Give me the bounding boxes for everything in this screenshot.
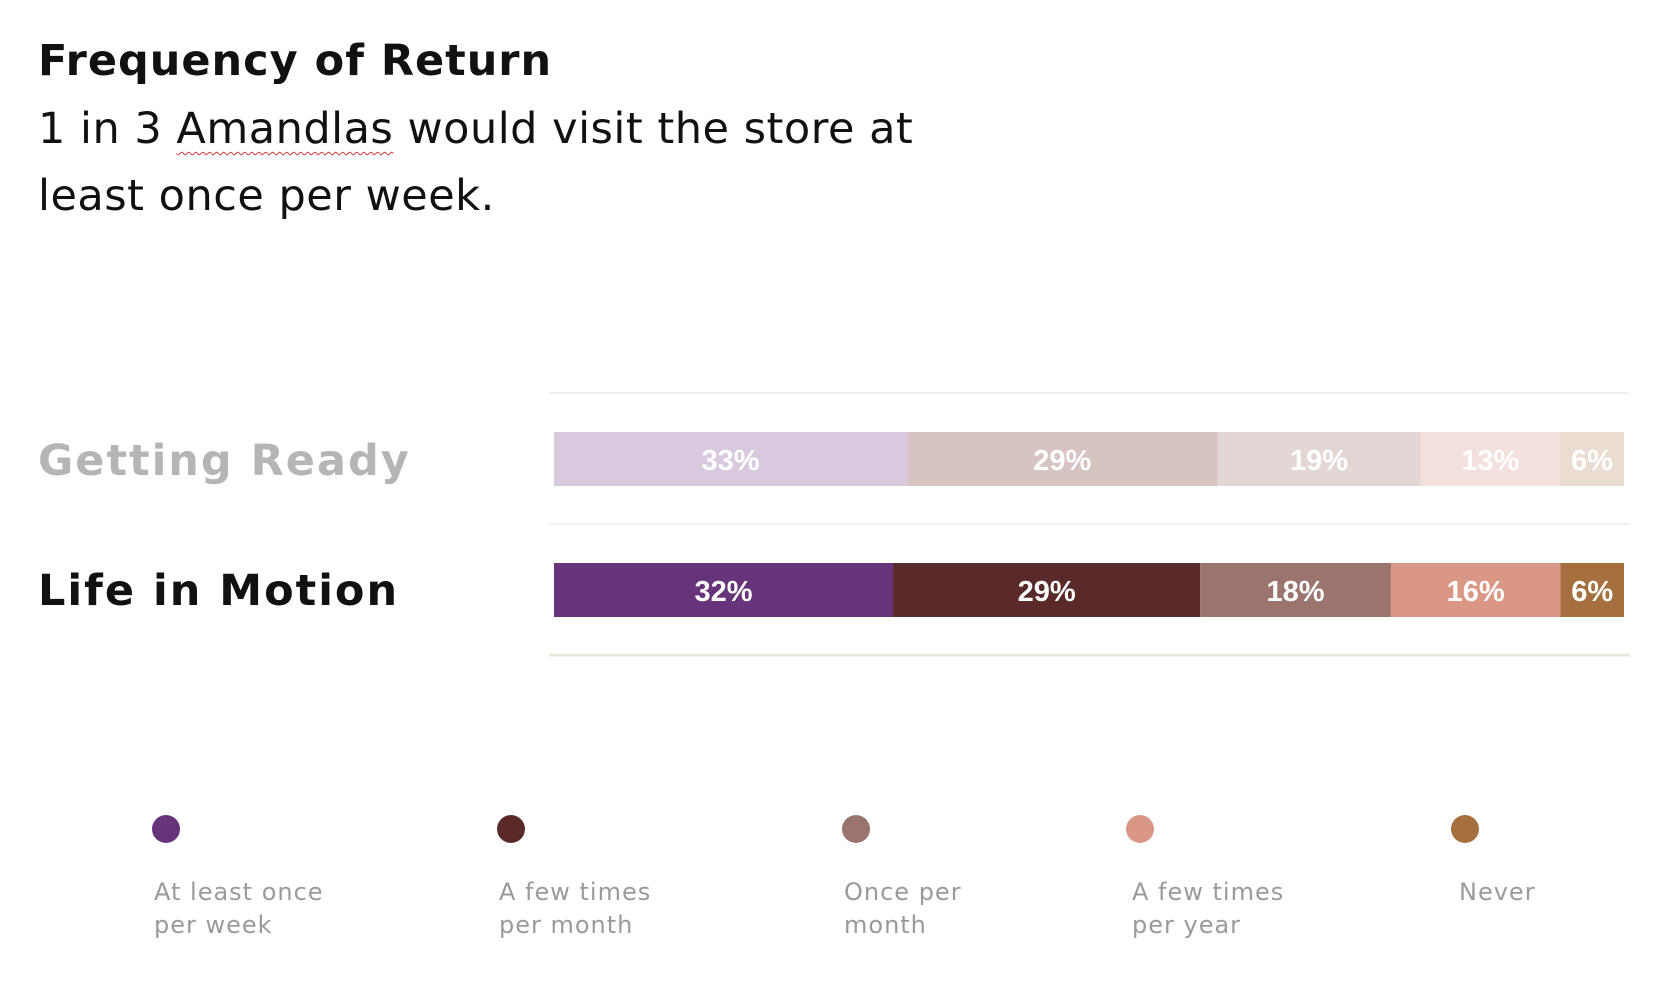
bar-segment-getting-ready-2 — [1217, 432, 1421, 486]
legend-dot-4 — [1451, 815, 1479, 843]
bar-segment-life-in-motion-2 — [1200, 563, 1391, 617]
bar-segment-life-in-motion-1 — [893, 563, 1201, 617]
legend-dot-3 — [1126, 815, 1154, 843]
legend-dot-2 — [842, 815, 870, 843]
subtitle-prefix: 1 in 3 — [38, 104, 177, 154]
bar-segment-getting-ready-3 — [1420, 432, 1560, 486]
bar-segment-life-in-motion-4 — [1560, 563, 1624, 617]
chart-title: Frequency of Return — [38, 36, 553, 86]
bar-segment-life-in-motion-3 — [1390, 563, 1561, 617]
chart-subtitle: 1 in 3 Amandlas would visit the store at… — [38, 96, 938, 230]
legend-label-0: At least once per week — [154, 878, 324, 939]
data-label-life-in-motion-3: 16% — [1447, 576, 1505, 608]
spellcheck-flagged-word[interactable]: Amandlas — [176, 104, 394, 154]
bar-segment-life-in-motion-0 — [554, 563, 894, 617]
row-label-life-in-motion: Life in Motion — [38, 566, 400, 616]
bar-segment-getting-ready-4 — [1559, 432, 1624, 486]
data-label-life-in-motion-2: 18% — [1267, 576, 1325, 608]
bar-segment-getting-ready-1 — [907, 432, 1218, 486]
data-label-life-in-motion-4: 6% — [1571, 576, 1613, 608]
bar-segment-getting-ready-0 — [554, 432, 908, 486]
legend-label-1: A few times per month — [499, 878, 652, 939]
subtitle-suffix: would visit the store at least once per … — [38, 104, 914, 221]
legend-label-4: Never — [1459, 878, 1536, 906]
data-label-life-in-motion-0: 32% — [694, 576, 752, 608]
legend-label-2: Once per month — [844, 878, 962, 939]
row-label-getting-ready: Getting Ready — [38, 436, 411, 486]
legend-label-3: A few times per year — [1132, 878, 1285, 939]
data-label-life-in-motion-1: 29% — [1018, 576, 1076, 608]
data-label-getting-ready-3: 13% — [1461, 445, 1519, 477]
data-label-getting-ready-4: 6% — [1571, 445, 1613, 477]
legend-dot-0 — [152, 815, 180, 843]
data-label-getting-ready-1: 29% — [1033, 445, 1091, 477]
legend-dot-1 — [497, 815, 525, 843]
data-label-getting-ready-0: 33% — [702, 445, 760, 477]
data-label-getting-ready-2: 19% — [1290, 445, 1348, 477]
